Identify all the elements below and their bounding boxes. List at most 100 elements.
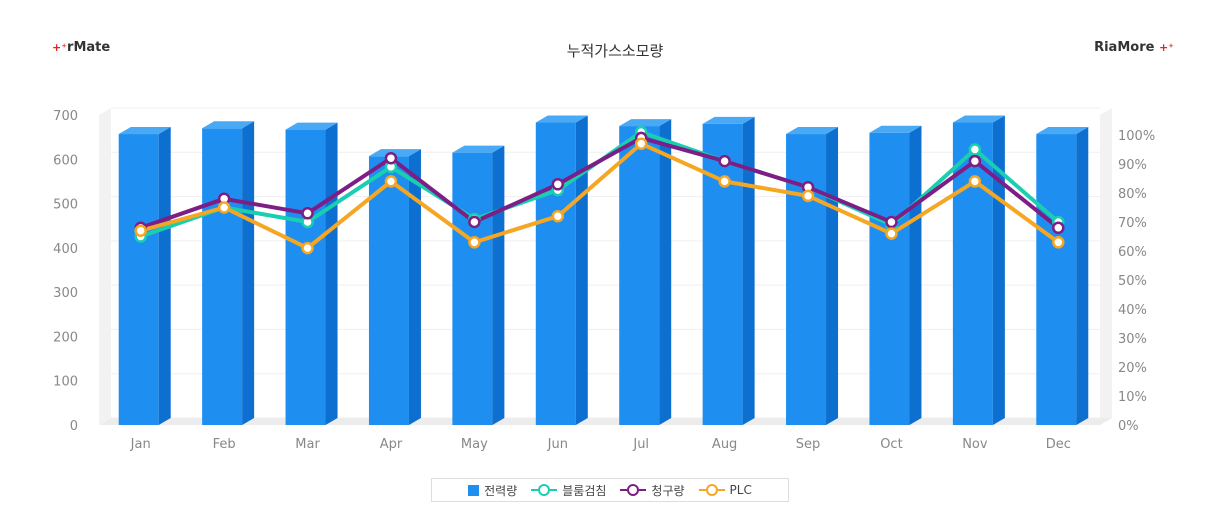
chart-title: 누적가스소모량 <box>566 42 664 60</box>
y-left-tick-label: 0 <box>70 419 78 434</box>
data-point[interactable] <box>885 215 898 229</box>
x-tick-label: Aug <box>712 437 737 452</box>
data-point[interactable] <box>217 201 231 214</box>
data-point[interactable] <box>968 143 982 156</box>
brand-logo-left: +⁺rMate <box>52 40 110 55</box>
x-tick-label: Jun <box>547 437 568 452</box>
bar-top <box>786 127 839 135</box>
data-point[interactable] <box>551 178 565 191</box>
data-point[interactable] <box>1052 236 1065 249</box>
bar-top <box>869 125 922 133</box>
y-left-tick-label: 400 <box>53 242 78 257</box>
y-right-tick-label: 20% <box>1118 361 1147 376</box>
bar-front[interactable] <box>786 134 827 426</box>
bar-top <box>1036 127 1089 135</box>
legend-item[interactable]: 청구량 <box>620 482 685 499</box>
brand-plus-mark: +⁺ <box>1158 41 1174 54</box>
data-point[interactable] <box>801 189 815 203</box>
bar-front[interactable] <box>285 129 326 425</box>
bar-side <box>659 119 672 426</box>
data-point[interactable] <box>384 151 398 165</box>
y-right-tick-label: 80% <box>1118 187 1147 202</box>
bar-front[interactable] <box>1036 134 1077 426</box>
y-right-tick-label: 10% <box>1118 390 1147 405</box>
x-tick-label: Jan <box>130 437 151 452</box>
y-right-tick-label: 90% <box>1118 158 1147 173</box>
x-tick-label: Apr <box>380 437 403 452</box>
data-point[interactable] <box>968 175 982 188</box>
x-tick-label: Dec <box>1046 437 1071 452</box>
y-right-tick-label: 0% <box>1118 419 1139 434</box>
data-point[interactable] <box>551 209 565 223</box>
x-tick-label: Jul <box>632 437 649 452</box>
chart-legend: 전력량 블룸검침 청구량 PLC <box>431 478 789 502</box>
bar-front[interactable] <box>619 126 660 426</box>
y-left-tick-label: 500 <box>53 198 78 213</box>
y-left-tick-label: 100 <box>53 375 78 390</box>
bar-side <box>408 149 421 425</box>
bar-top <box>952 115 1005 123</box>
bar-front[interactable] <box>202 128 243 426</box>
data-point[interactable] <box>384 175 398 188</box>
data-point[interactable] <box>718 154 731 168</box>
y-right-tick-label: 60% <box>1118 245 1147 260</box>
x-tick-label: Oct <box>880 437 902 452</box>
bar-top <box>702 116 755 124</box>
x-tick-label: Nov <box>962 437 988 452</box>
data-point[interactable] <box>968 154 982 168</box>
data-point[interactable] <box>468 236 481 249</box>
brand-name: RiaMore <box>1094 40 1155 55</box>
y-left-tick-label: 200 <box>53 330 78 345</box>
bar-side <box>742 116 755 425</box>
y-right-tick-label: 70% <box>1118 216 1147 231</box>
data-point[interactable] <box>1052 221 1065 235</box>
bar-side <box>242 121 255 426</box>
bar-top <box>535 115 588 123</box>
y-right-tick-label: 50% <box>1118 274 1147 289</box>
data-point[interactable] <box>301 207 314 220</box>
left-wall <box>99 108 111 425</box>
brand-logo-right: RiaMore +⁺ <box>1094 40 1174 55</box>
bar-front[interactable] <box>952 122 993 426</box>
bar-front[interactable] <box>452 152 493 425</box>
bar-top <box>285 122 338 130</box>
bar-top <box>118 127 171 135</box>
x-tick-label: Sep <box>796 437 821 452</box>
bar-side <box>158 127 171 426</box>
legend-label: PLC <box>729 483 752 497</box>
x-tick-label: Mar <box>295 437 320 452</box>
bar-front[interactable] <box>118 134 159 426</box>
bar-top <box>202 121 255 129</box>
right-wall <box>1100 108 1112 425</box>
legend-item[interactable]: PLC <box>698 483 752 497</box>
series-line <box>140 135 1060 230</box>
bar-top <box>368 149 421 157</box>
x-tick-label: Feb <box>213 437 236 452</box>
legend-swatch <box>468 484 480 496</box>
y-left-tick-label: 300 <box>53 286 78 301</box>
bar-front[interactable] <box>869 132 910 425</box>
legend-label: 전력량 <box>484 483 518 498</box>
bar-front[interactable] <box>702 123 743 425</box>
bar-front[interactable] <box>535 122 576 426</box>
legend-item[interactable]: 전력량 <box>468 482 517 499</box>
legend-item[interactable]: 블룸검침 <box>531 482 606 499</box>
legend-label: 블룸검침 <box>562 483 607 498</box>
data-point[interactable] <box>718 175 731 188</box>
y-right-tick-label: 30% <box>1118 332 1147 347</box>
y-left-tick-label: 700 <box>53 109 78 124</box>
data-point[interactable] <box>468 215 481 229</box>
bar-side <box>909 125 922 425</box>
legend-swatch <box>698 484 725 496</box>
brand-name: rMate <box>67 40 111 55</box>
data-point[interactable] <box>301 241 314 255</box>
bar-top <box>619 119 672 127</box>
bar-front[interactable] <box>368 156 409 425</box>
bar-side <box>325 122 338 425</box>
legend-swatch <box>620 484 647 496</box>
bar-side <box>826 127 839 426</box>
data-point[interactable] <box>134 224 147 237</box>
data-point[interactable] <box>885 227 898 240</box>
data-point[interactable] <box>634 137 648 150</box>
